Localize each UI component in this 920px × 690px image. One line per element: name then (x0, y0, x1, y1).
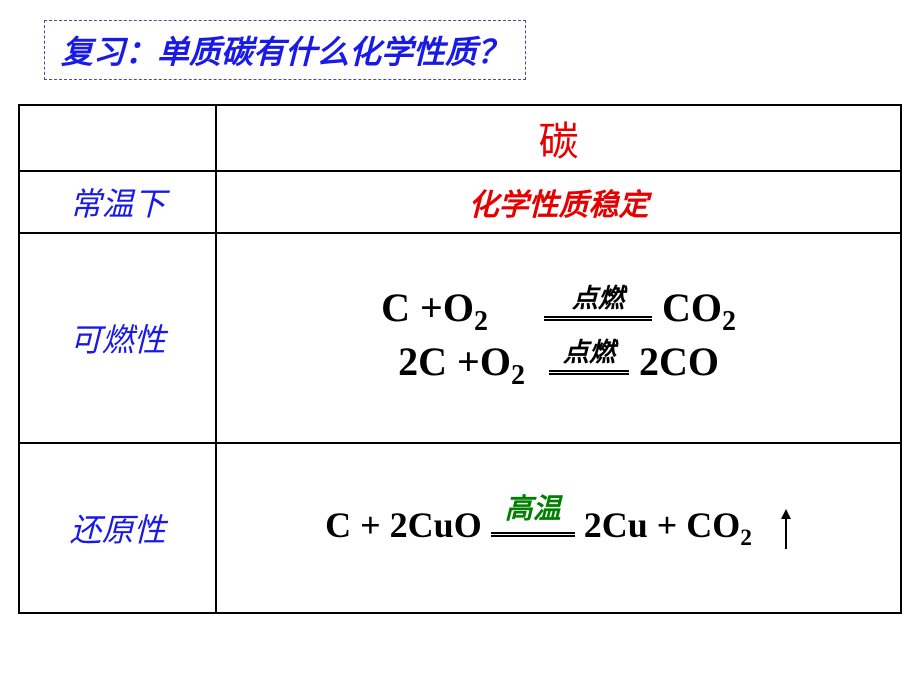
equation-condition-ignite: 点燃 (549, 370, 629, 375)
equals-line-icon (549, 370, 629, 375)
row-label-normal-temp: 常温下 (19, 171, 216, 233)
equation-c-cuo: C + 2CuO 高温 2Cu + CO2 (218, 504, 899, 552)
eq-rhs: 2Cu + CO2 (584, 505, 752, 545)
gas-arrow-up-icon (780, 509, 792, 549)
condition-label: 高温 (491, 496, 575, 524)
review-title-box: 复习：单质碳有什么化学性质？ (44, 20, 526, 80)
cell-combustion: C +O2 点燃 CO2 2C +O2 点燃 2CO (216, 233, 901, 443)
cell-stable: 化学性质稳定 (216, 171, 901, 233)
combustion-equations: C +O2 点燃 CO2 2C +O2 点燃 2CO (218, 274, 899, 402)
row-label-text: 可燃性 (70, 322, 166, 358)
row-label-text: 还原性 (70, 512, 166, 548)
header-empty-cell (19, 105, 216, 171)
column-header-text: 碳 (539, 119, 579, 164)
equation-c-o2-co2: C +O2 点燃 CO2 (218, 284, 899, 338)
eq-lhs: C +O2 (381, 285, 488, 330)
eq-rhs: 2CO (639, 339, 719, 384)
row-label-text: 常温下 (70, 186, 166, 222)
stable-text: 化学性质稳定 (469, 189, 649, 222)
table-row: 碳 (19, 105, 901, 171)
equation-condition-ignite: 点燃 (544, 316, 652, 321)
equals-line-icon (544, 316, 652, 321)
row-label-combustible: 可燃性 (19, 233, 216, 443)
eq-lhs: 2C +O2 (398, 339, 525, 384)
condition-label: 点燃 (549, 340, 629, 366)
cell-reduce: C + 2CuO 高温 2Cu + CO2 (216, 443, 901, 613)
eq-lhs: C + 2CuO (325, 505, 482, 545)
equation-2c-o2-2co: 2C +O2 点燃 2CO (218, 338, 899, 392)
condition-label: 点燃 (544, 286, 652, 312)
eq-rhs: CO2 (662, 285, 736, 330)
table-row: 常温下 化学性质稳定 (19, 171, 901, 233)
row-label-reducing: 还原性 (19, 443, 216, 613)
column-header-carbon: 碳 (216, 105, 901, 171)
review-title-text: 复习：单质碳有什么化学性质？ (61, 34, 509, 70)
table-row: 还原性 C + 2CuO 高温 2Cu + CO2 (19, 443, 901, 613)
equals-line-icon (491, 532, 575, 537)
equation-condition-high-temp: 高温 (491, 532, 575, 537)
table-row: 可燃性 C +O2 点燃 CO2 2C +O2 (19, 233, 901, 443)
properties-table: 碳 常温下 化学性质稳定 可燃性 C +O2 点燃 (18, 104, 902, 614)
